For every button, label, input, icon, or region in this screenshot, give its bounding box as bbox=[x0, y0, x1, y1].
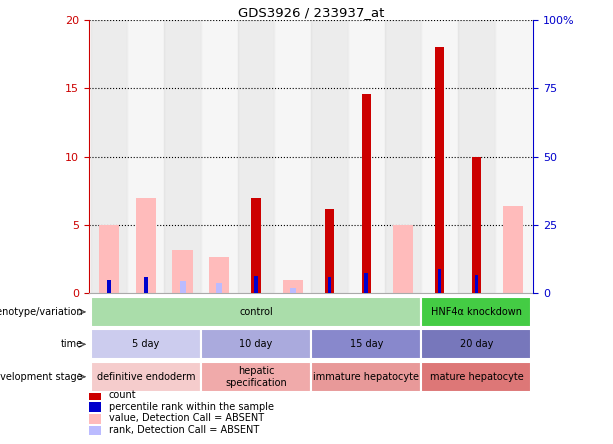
Text: development stage: development stage bbox=[0, 372, 83, 382]
Bar bbox=[435, 48, 444, 293]
Bar bbox=[144, 277, 148, 293]
Bar bbox=[495, 20, 531, 293]
Bar bbox=[503, 206, 524, 293]
Bar bbox=[421, 20, 458, 293]
Text: time: time bbox=[61, 339, 83, 349]
Bar bbox=[107, 280, 111, 293]
Bar bbox=[89, 414, 101, 424]
Bar bbox=[474, 274, 478, 293]
Bar bbox=[89, 402, 101, 412]
Title: GDS3926 / 233937_at: GDS3926 / 233937_at bbox=[238, 6, 384, 19]
Bar bbox=[364, 273, 368, 293]
Bar bbox=[438, 270, 441, 293]
Text: hepatic
specification: hepatic specification bbox=[225, 366, 287, 388]
Text: 10 day: 10 day bbox=[240, 339, 273, 349]
Bar bbox=[91, 329, 201, 359]
Bar bbox=[201, 362, 311, 392]
Text: control: control bbox=[239, 307, 273, 317]
Bar bbox=[362, 94, 371, 293]
Bar bbox=[393, 225, 413, 293]
Text: HNF4α knockdown: HNF4α knockdown bbox=[431, 307, 522, 317]
Bar bbox=[91, 297, 421, 327]
Bar bbox=[172, 250, 192, 293]
Text: 5 day: 5 day bbox=[132, 339, 159, 349]
Bar bbox=[421, 297, 531, 327]
Bar bbox=[283, 280, 303, 293]
Text: 15 day: 15 day bbox=[349, 339, 383, 349]
Text: immature hepatocyte: immature hepatocyte bbox=[313, 372, 419, 382]
Bar bbox=[458, 20, 495, 293]
Text: value, Detection Call = ABSENT: value, Detection Call = ABSENT bbox=[109, 413, 264, 424]
Bar bbox=[209, 257, 229, 293]
Bar bbox=[311, 20, 348, 293]
Bar bbox=[180, 281, 186, 293]
Text: genotype/variation: genotype/variation bbox=[0, 307, 83, 317]
Bar bbox=[135, 198, 156, 293]
Bar bbox=[128, 20, 164, 293]
Bar bbox=[164, 20, 201, 293]
Text: rank, Detection Call = ABSENT: rank, Detection Call = ABSENT bbox=[109, 425, 259, 435]
Text: percentile rank within the sample: percentile rank within the sample bbox=[109, 402, 274, 412]
Bar bbox=[99, 225, 119, 293]
Bar bbox=[327, 277, 331, 293]
Bar bbox=[216, 283, 223, 293]
Bar bbox=[251, 198, 261, 293]
Bar bbox=[311, 362, 421, 392]
Bar bbox=[91, 20, 128, 293]
Bar bbox=[348, 20, 384, 293]
Bar bbox=[290, 288, 295, 293]
Text: 20 day: 20 day bbox=[460, 339, 493, 349]
Bar bbox=[89, 426, 101, 435]
Bar bbox=[421, 362, 531, 392]
Bar bbox=[472, 157, 481, 293]
Text: definitive endoderm: definitive endoderm bbox=[97, 372, 195, 382]
Text: count: count bbox=[109, 390, 137, 400]
Bar bbox=[384, 20, 421, 293]
Bar bbox=[275, 20, 311, 293]
Bar bbox=[201, 20, 238, 293]
Bar bbox=[201, 329, 311, 359]
Text: mature hepatocyte: mature hepatocyte bbox=[430, 372, 524, 382]
Bar bbox=[91, 362, 201, 392]
Bar bbox=[325, 209, 334, 293]
Bar bbox=[311, 329, 421, 359]
Bar bbox=[238, 20, 275, 293]
Bar bbox=[89, 390, 101, 400]
Bar bbox=[254, 276, 258, 293]
Bar bbox=[421, 329, 531, 359]
